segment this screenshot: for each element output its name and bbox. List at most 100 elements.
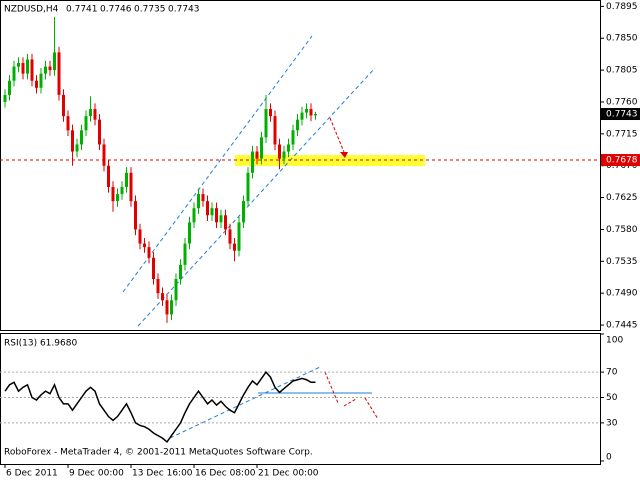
- candle-body: [156, 279, 160, 294]
- candle-body: [53, 52, 56, 71]
- candle-body: [152, 257, 155, 280]
- candle-body: [206, 201, 209, 216]
- candle-body: [57, 52, 61, 95]
- rsi-tick-label: 0: [606, 453, 612, 463]
- price-label-box: [601, 108, 640, 121]
- y-tick-label: 0.7805: [606, 66, 638, 76]
- candle-body: [93, 109, 97, 120]
- candle-body: [197, 194, 200, 209]
- y-tick-label: 0.7850: [606, 34, 638, 44]
- candle-body: [242, 201, 245, 223]
- candle-body: [314, 114, 317, 116]
- forecast-arrow: [364, 397, 379, 420]
- candle-body: [129, 172, 133, 202]
- y-tick-label: 0.7490: [606, 289, 638, 299]
- candle-body: [260, 137, 263, 159]
- candle-body: [120, 186, 124, 195]
- forecast-arrow: [324, 371, 339, 404]
- candle-body: [273, 116, 277, 145]
- candle-body: [30, 59, 34, 81]
- candle-body: [161, 293, 164, 301]
- candle-body: [255, 151, 259, 159]
- candle-body: [44, 66, 47, 74]
- candle-body: [8, 80, 11, 95]
- candle-body: [116, 194, 119, 202]
- candle-body: [3, 94, 7, 102]
- candle-body: [188, 222, 191, 244]
- arrow-head: [340, 152, 348, 158]
- y-tick-label: 0.7580: [606, 225, 638, 235]
- y-tick-label: 0.7445: [606, 321, 638, 331]
- candle-body: [75, 144, 79, 152]
- rsi-pane: [0, 333, 601, 465]
- last-close: 0.7743: [168, 5, 200, 15]
- candle-body: [102, 144, 106, 166]
- rsi-tick-label: 30: [606, 418, 618, 428]
- candle-body: [84, 116, 88, 131]
- candle-body: [165, 300, 169, 315]
- last-high: 0.7746: [100, 5, 132, 15]
- y-tick-label: 0.7715: [606, 129, 638, 139]
- candle-body: [71, 130, 74, 152]
- y-tick-label: 0.7535: [606, 257, 638, 267]
- y-tick-label: 0.7760: [606, 97, 638, 107]
- candle-body: [12, 66, 16, 81]
- candle-body: [179, 264, 182, 280]
- candle-body: [246, 172, 250, 202]
- candle-body: [251, 151, 254, 173]
- rsi-title: RSI(13) 61.9680: [4, 339, 77, 349]
- candle-body: [170, 300, 173, 315]
- candle-body: [26, 59, 29, 74]
- candle-body: [237, 222, 241, 251]
- candle-body: [21, 63, 25, 74]
- candle-body: [98, 119, 101, 145]
- price-label: 0.7743: [606, 110, 638, 120]
- candle-body: [296, 119, 299, 131]
- candle-body: [134, 201, 137, 230]
- candle-body: [219, 215, 223, 223]
- candle-body: [300, 112, 304, 120]
- candle-body: [66, 116, 70, 131]
- rsi-tick-label: 70: [606, 368, 618, 378]
- x-tick-label: 16 Dec 08:00: [195, 469, 256, 479]
- candle-body: [305, 109, 308, 113]
- candle-body: [269, 109, 272, 117]
- candle-body: [39, 73, 43, 88]
- x-tick-label: 13 Dec 16:00: [132, 469, 193, 479]
- candle-body: [89, 109, 92, 117]
- candle-body: [201, 194, 205, 202]
- x-tick-label: 9 Dec 00:00: [69, 469, 124, 479]
- candle-body: [287, 144, 290, 152]
- chart-title: NZDUSD,H4: [4, 5, 59, 15]
- y-tick-label: 0.7895: [606, 2, 638, 12]
- candle-body: [62, 94, 65, 117]
- x-tick-label: 21 Dec 00:00: [258, 469, 319, 479]
- candle-body: [17, 63, 20, 67]
- y-tick-label: 0.7670: [606, 161, 638, 171]
- forecast-arrow: [343, 398, 357, 407]
- forecast-arrow: [329, 117, 345, 153]
- candle-body: [278, 144, 281, 159]
- y-tick-label: 0.7625: [606, 193, 638, 203]
- candle-body: [192, 208, 196, 223]
- candle-body: [125, 172, 128, 187]
- candle-body: [80, 130, 83, 145]
- candle-body: [174, 279, 178, 301]
- x-tick-label: 6 Dec 2011: [6, 469, 58, 479]
- rsi-line: [4, 370, 316, 444]
- footer: RoboForex - MetaTrader 4, © 2001-2011 Me…: [4, 448, 313, 458]
- last-open: 0.7741: [66, 5, 98, 15]
- candle-body: [309, 109, 313, 116]
- candle-body: [291, 130, 295, 145]
- candle-body: [111, 186, 115, 202]
- candle-body: [233, 243, 236, 251]
- level-label: 0.7678: [606, 156, 638, 166]
- candle-body: [48, 66, 52, 71]
- rsi-tick-label: 50: [606, 393, 618, 403]
- candle-body: [35, 80, 38, 88]
- candle-body: [138, 229, 142, 244]
- candle-body: [107, 165, 110, 187]
- candle-body: [282, 151, 286, 159]
